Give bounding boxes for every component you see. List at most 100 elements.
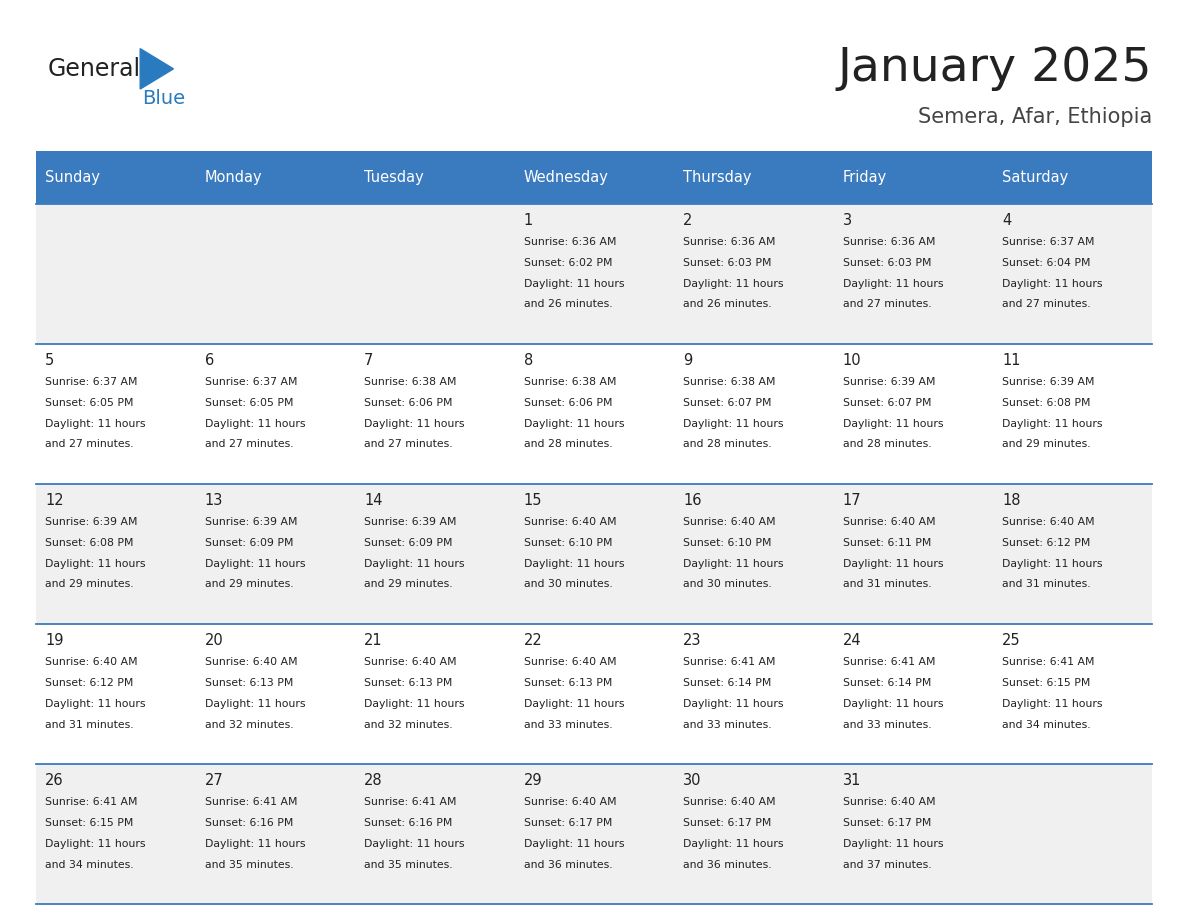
Text: and 32 minutes.: and 32 minutes.	[365, 720, 453, 730]
Text: and 36 minutes.: and 36 minutes.	[683, 859, 772, 869]
Text: Tuesday: Tuesday	[365, 170, 424, 185]
Text: Daylight: 11 hours: Daylight: 11 hours	[683, 559, 784, 569]
Text: Sunset: 6:09 PM: Sunset: 6:09 PM	[204, 538, 293, 548]
Text: and 27 minutes.: and 27 minutes.	[365, 440, 453, 449]
Bar	[195, 151, 355, 204]
Text: Daylight: 11 hours: Daylight: 11 hours	[683, 420, 784, 429]
Text: Sunset: 6:14 PM: Sunset: 6:14 PM	[842, 678, 931, 688]
Text: Sunset: 6:13 PM: Sunset: 6:13 PM	[365, 678, 453, 688]
Text: and 33 minutes.: and 33 minutes.	[683, 720, 772, 730]
Text: Daylight: 11 hours: Daylight: 11 hours	[1003, 420, 1102, 429]
Text: and 34 minutes.: and 34 minutes.	[1003, 720, 1091, 730]
Text: Sunset: 6:08 PM: Sunset: 6:08 PM	[45, 538, 133, 548]
Text: Sunset: 6:12 PM: Sunset: 6:12 PM	[45, 678, 133, 688]
Text: and 33 minutes.: and 33 minutes.	[524, 720, 612, 730]
Bar	[833, 624, 993, 764]
Bar	[355, 204, 514, 344]
Text: 22: 22	[524, 633, 543, 648]
Text: 3: 3	[842, 213, 852, 228]
Text: and 31 minutes.: and 31 minutes.	[45, 720, 134, 730]
Text: Sunset: 6:09 PM: Sunset: 6:09 PM	[365, 538, 453, 548]
Text: Daylight: 11 hours: Daylight: 11 hours	[204, 700, 305, 710]
Text: Sunrise: 6:40 AM: Sunrise: 6:40 AM	[45, 657, 138, 667]
Text: Sunrise: 6:40 AM: Sunrise: 6:40 AM	[524, 517, 617, 527]
Bar	[514, 151, 674, 204]
Text: 24: 24	[842, 633, 861, 648]
Text: and 28 minutes.: and 28 minutes.	[524, 440, 612, 449]
Text: Sunrise: 6:39 AM: Sunrise: 6:39 AM	[45, 517, 138, 527]
Text: Daylight: 11 hours: Daylight: 11 hours	[524, 839, 624, 849]
Text: 7: 7	[365, 353, 373, 368]
Bar	[195, 204, 355, 344]
Text: Sunset: 6:13 PM: Sunset: 6:13 PM	[204, 678, 293, 688]
Bar	[355, 151, 514, 204]
Text: Sunset: 6:06 PM: Sunset: 6:06 PM	[365, 398, 453, 408]
Text: Sunrise: 6:40 AM: Sunrise: 6:40 AM	[683, 517, 776, 527]
Text: Daylight: 11 hours: Daylight: 11 hours	[45, 420, 146, 429]
Text: Daylight: 11 hours: Daylight: 11 hours	[204, 839, 305, 849]
Text: Daylight: 11 hours: Daylight: 11 hours	[365, 420, 465, 429]
Text: Daylight: 11 hours: Daylight: 11 hours	[45, 559, 146, 569]
Bar	[36, 204, 195, 344]
Bar	[355, 344, 514, 484]
Bar	[514, 764, 674, 904]
Bar	[674, 484, 833, 624]
Text: Daylight: 11 hours: Daylight: 11 hours	[365, 700, 465, 710]
Text: Sunrise: 6:36 AM: Sunrise: 6:36 AM	[524, 237, 617, 247]
Polygon shape	[140, 49, 173, 89]
Text: Sunset: 6:08 PM: Sunset: 6:08 PM	[1003, 398, 1091, 408]
Text: Friday: Friday	[842, 170, 887, 185]
Bar	[833, 344, 993, 484]
Text: Sunrise: 6:39 AM: Sunrise: 6:39 AM	[842, 377, 935, 386]
Bar	[195, 484, 355, 624]
Text: and 30 minutes.: and 30 minutes.	[683, 579, 772, 589]
Bar	[674, 151, 833, 204]
Text: Sunrise: 6:40 AM: Sunrise: 6:40 AM	[204, 657, 297, 667]
Bar	[833, 204, 993, 344]
Text: Sunrise: 6:41 AM: Sunrise: 6:41 AM	[365, 797, 456, 807]
Text: Daylight: 11 hours: Daylight: 11 hours	[1003, 279, 1102, 289]
Text: Sunrise: 6:36 AM: Sunrise: 6:36 AM	[683, 237, 776, 247]
Text: Sunrise: 6:38 AM: Sunrise: 6:38 AM	[365, 377, 456, 386]
Text: and 27 minutes.: and 27 minutes.	[45, 440, 134, 449]
Text: Sunset: 6:03 PM: Sunset: 6:03 PM	[683, 258, 772, 268]
Text: Daylight: 11 hours: Daylight: 11 hours	[683, 279, 784, 289]
Bar	[993, 204, 1152, 344]
Bar	[36, 151, 195, 204]
Text: Sunrise: 6:40 AM: Sunrise: 6:40 AM	[842, 797, 935, 807]
Text: Sunrise: 6:41 AM: Sunrise: 6:41 AM	[842, 657, 935, 667]
Bar	[993, 151, 1152, 204]
Text: Daylight: 11 hours: Daylight: 11 hours	[842, 559, 943, 569]
Text: 30: 30	[683, 773, 702, 789]
Bar	[833, 484, 993, 624]
Bar	[36, 484, 195, 624]
Bar	[195, 764, 355, 904]
Text: and 29 minutes.: and 29 minutes.	[204, 579, 293, 589]
Text: General: General	[48, 57, 140, 81]
Text: and 27 minutes.: and 27 minutes.	[1003, 299, 1091, 309]
Text: 9: 9	[683, 353, 693, 368]
Bar	[993, 344, 1152, 484]
Text: 15: 15	[524, 493, 542, 509]
Text: Sunrise: 6:40 AM: Sunrise: 6:40 AM	[365, 657, 457, 667]
Text: 8: 8	[524, 353, 533, 368]
Text: and 28 minutes.: and 28 minutes.	[842, 440, 931, 449]
Text: Sunset: 6:13 PM: Sunset: 6:13 PM	[524, 678, 612, 688]
Bar	[833, 764, 993, 904]
Text: Sunrise: 6:40 AM: Sunrise: 6:40 AM	[683, 797, 776, 807]
Text: and 27 minutes.: and 27 minutes.	[842, 299, 931, 309]
Bar	[355, 624, 514, 764]
Text: Daylight: 11 hours: Daylight: 11 hours	[524, 700, 624, 710]
Text: Daylight: 11 hours: Daylight: 11 hours	[204, 420, 305, 429]
Text: Sunrise: 6:39 AM: Sunrise: 6:39 AM	[365, 517, 456, 527]
Text: and 27 minutes.: and 27 minutes.	[204, 440, 293, 449]
Text: Sunset: 6:07 PM: Sunset: 6:07 PM	[683, 398, 772, 408]
Text: and 32 minutes.: and 32 minutes.	[204, 720, 293, 730]
Text: Sunset: 6:10 PM: Sunset: 6:10 PM	[683, 538, 772, 548]
Bar	[674, 624, 833, 764]
Text: Sunrise: 6:41 AM: Sunrise: 6:41 AM	[45, 797, 138, 807]
Bar	[36, 764, 195, 904]
Text: 18: 18	[1003, 493, 1020, 509]
Text: Sunset: 6:17 PM: Sunset: 6:17 PM	[524, 818, 612, 828]
Text: Daylight: 11 hours: Daylight: 11 hours	[842, 420, 943, 429]
